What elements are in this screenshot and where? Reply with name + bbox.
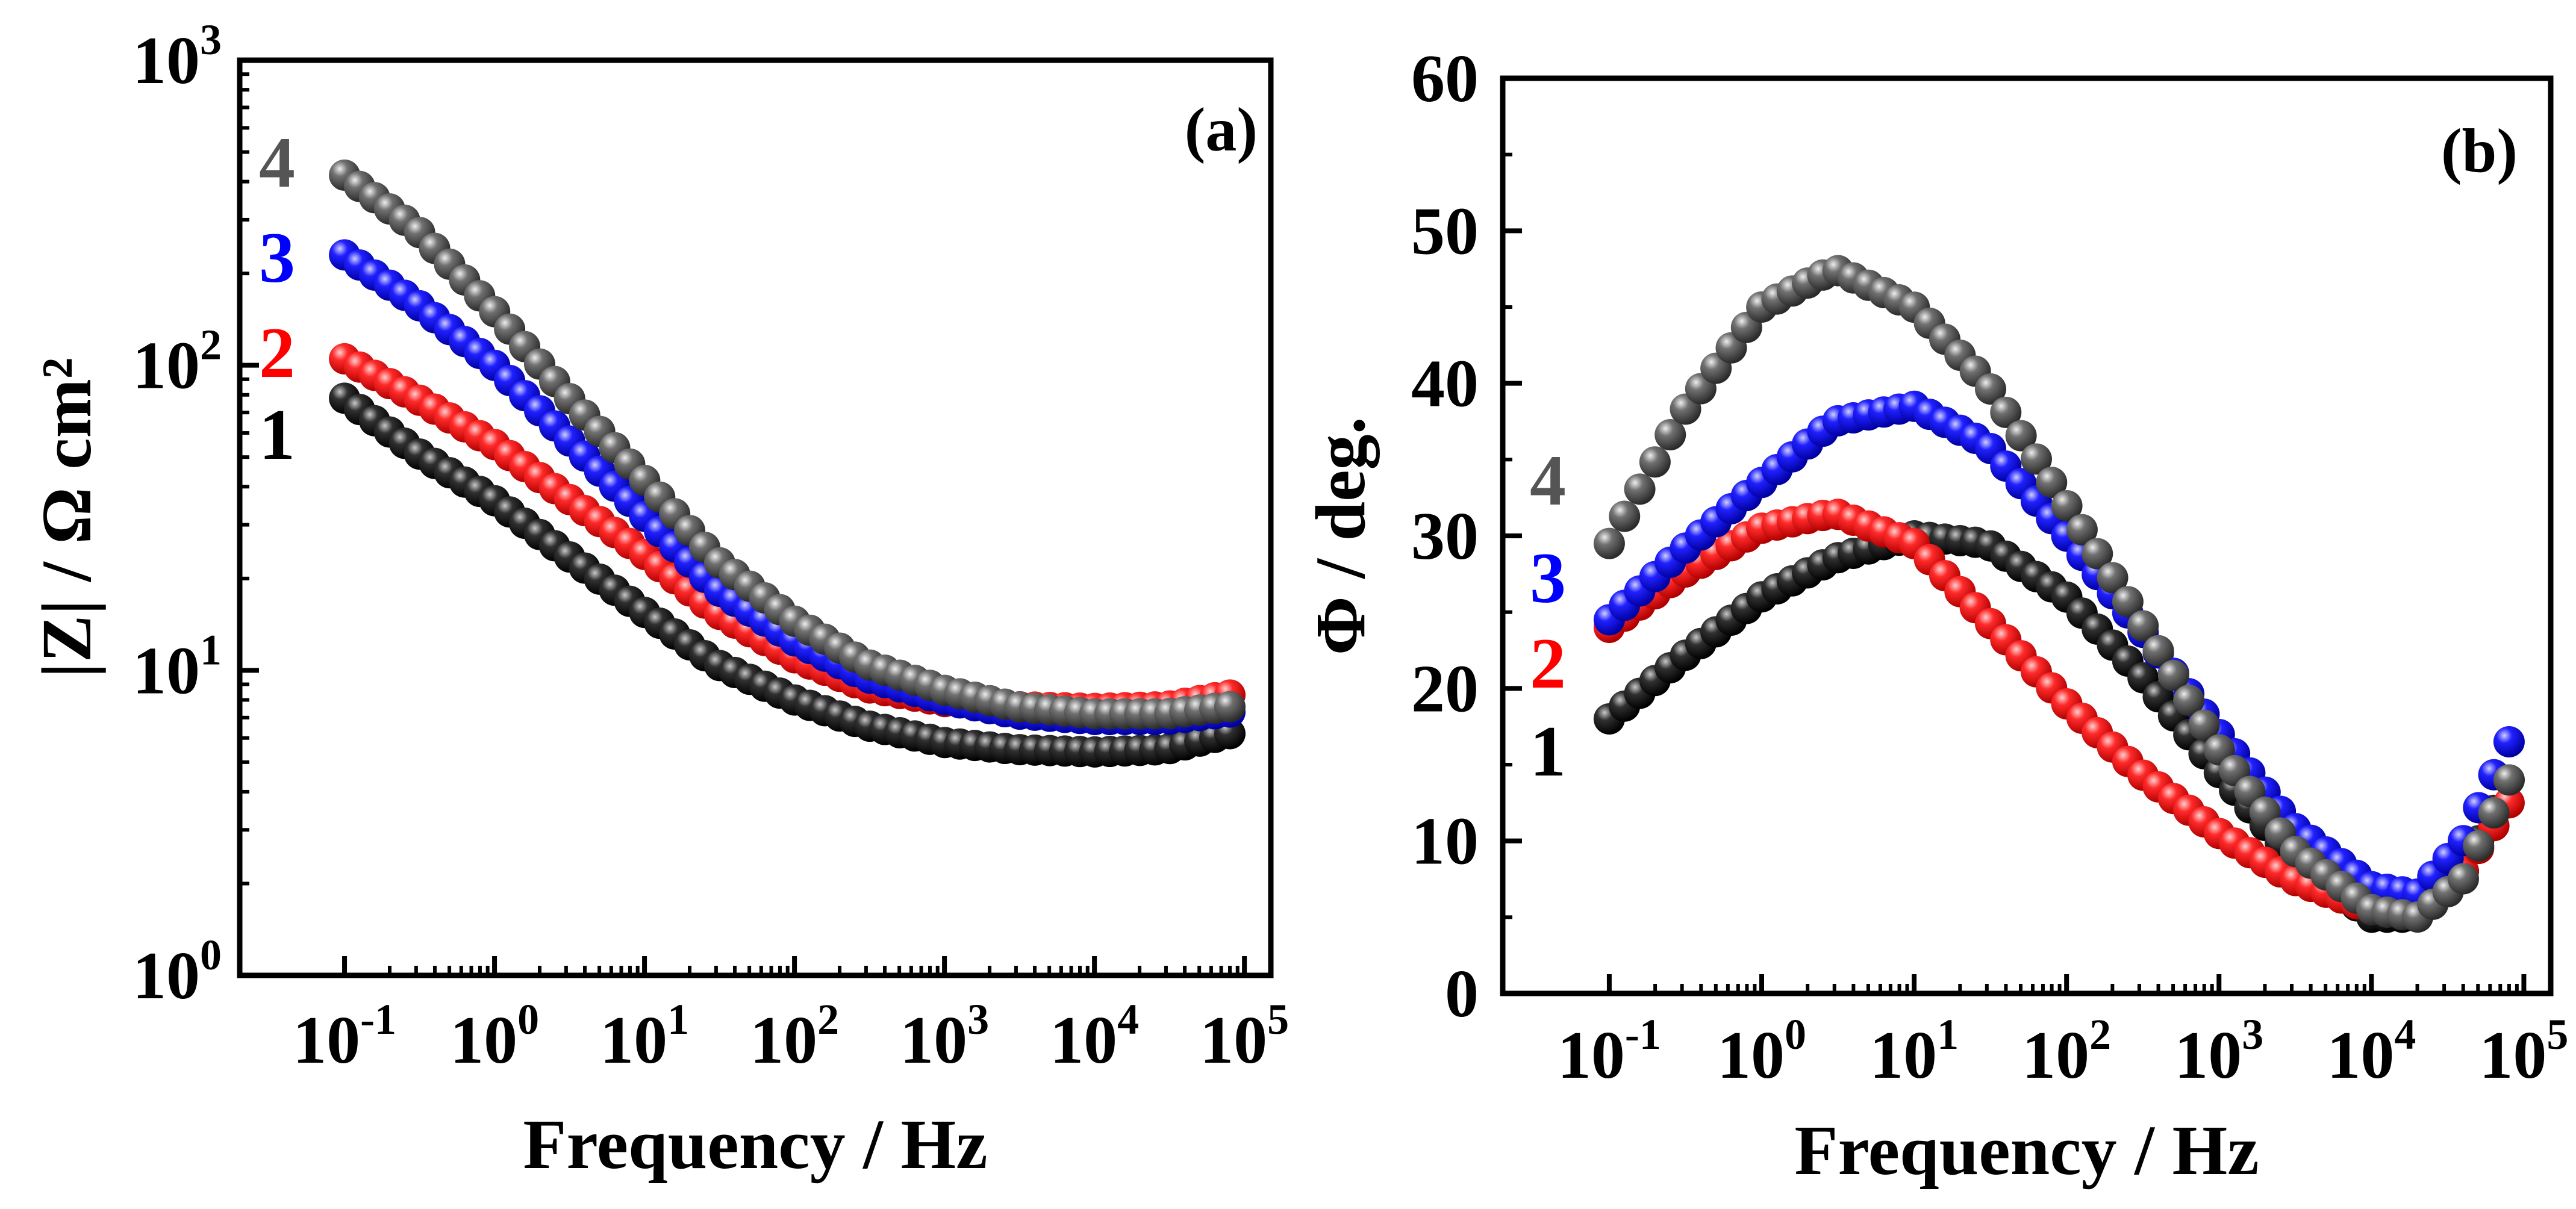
- panel-b-series-4-point: [2447, 863, 2479, 895]
- panel-b-label: (b): [2441, 116, 2518, 185]
- panel-a-y-ticks: 100 101 102 103: [133, 16, 259, 1013]
- panel-b-y-tick-label-2: 20: [1411, 651, 1479, 726]
- panel-a-x-tick-label-6: 105: [1200, 995, 1289, 1078]
- panel-b-y-tick-label-1: 10: [1411, 804, 1479, 879]
- panel-b-series-4-point: [1974, 373, 2006, 405]
- panel-a-x-ticks: 10-1 100 101 102 103 104 105: [293, 956, 1289, 1078]
- panel-a-x-axis-title: Frequency / Hz: [523, 1105, 987, 1184]
- panel-a-y-tick-label-1: 101: [133, 626, 222, 708]
- panel-b-series-4-point: [2005, 420, 2037, 452]
- panel-b-series-3: [1593, 390, 2525, 910]
- panel-a-x-tick-label-5: 104: [1050, 995, 1139, 1078]
- panel-a-series-2: [329, 343, 1246, 724]
- panel-b-plot-frame: [1500, 75, 2554, 996]
- panel-a-series-4-point: [1214, 691, 1246, 723]
- panel-b-y-tick-label-5: 50: [1411, 194, 1479, 269]
- panel-b-series-4-point: [1593, 527, 1625, 559]
- panel-b-series-4-point: [2020, 443, 2052, 475]
- panel-b-series-4-point: [2463, 830, 2495, 862]
- panel-a-series-1: [329, 382, 1246, 768]
- panel-a-x-tick-label-0: 10-1: [293, 995, 396, 1078]
- panel-b-series-4-point: [2173, 685, 2205, 716]
- panel-b-series-4-point: [1654, 419, 1686, 451]
- panel-a-curve-label-2: 2: [259, 312, 295, 393]
- panel-b-y-ticks: 0 10 20 30 40 50 60: [1411, 42, 1522, 1031]
- panel-b-x-tick-label-1: 100: [1717, 1010, 1806, 1093]
- panel-b-series-2: [1593, 499, 2525, 925]
- panel-b-series-4-point: [1609, 500, 1641, 532]
- panel-b-curve-label-3: 3: [1530, 538, 1566, 618]
- panel-b-series-4-point: [2157, 659, 2189, 691]
- panel-b-series-4-point: [2188, 709, 2220, 741]
- panel-b-x-axis-title: Frequency / Hz: [1794, 1111, 2259, 1190]
- panel-b-data-points: [1593, 255, 2525, 933]
- panel-b-series-4-point: [2097, 562, 2128, 594]
- panel-b-x-tick-label-4: 103: [2174, 1010, 2263, 1093]
- panel-b-y-tick-label-3: 30: [1411, 499, 1479, 574]
- panel-b-x-tick-label-0: 10-1: [1558, 1010, 1661, 1093]
- panel-b-series-4-point: [2036, 467, 2068, 499]
- panel-a-curve-label-1: 1: [259, 394, 295, 474]
- panel-b-series-4: [1593, 255, 2525, 933]
- panel-a-x-tick-label-4: 103: [900, 995, 989, 1078]
- panel-b-y-axis-title: Φ / deg.: [1301, 417, 1380, 655]
- panel-a-x-tick-label-1: 100: [450, 995, 539, 1078]
- panel-a-label: (a): [1185, 95, 1258, 164]
- panel-b-curve-label-2: 2: [1530, 623, 1566, 703]
- panel-b-y-tick-label-6: 60: [1411, 42, 1479, 116]
- panel-a-y-tick-label-3: 103: [133, 16, 222, 98]
- panel-a-plot-frame: [237, 57, 1274, 978]
- panel-a-y-axis-title: |Z| / Ω cm²: [27, 358, 106, 679]
- panel-a-y-tick-label-2: 102: [133, 321, 222, 403]
- panel-b-series-4-point: [2493, 764, 2525, 796]
- panel-b-phase-angle: 10-1 100 101 102 103 104 105 0 10 20 30 40 50 60 (b)…: [1301, 42, 2568, 1190]
- panel-b-series-4-point: [2142, 635, 2174, 667]
- panel-b-series-4-point: [2112, 586, 2144, 618]
- panel-a-curve-label-4: 4: [259, 122, 295, 202]
- panel-a-x-tick-label-2: 101: [600, 995, 689, 1078]
- panel-b-y-tick-label-0: 0: [1445, 957, 1479, 1031]
- panel-b-series-4-point: [2127, 610, 2159, 642]
- panel-b-x-tick-label-6: 105: [2479, 1010, 2568, 1093]
- panel-a-x-tick-label-3: 102: [750, 995, 839, 1078]
- panel-b-series-4-point: [1639, 446, 1671, 478]
- panel-a-series-4: [329, 159, 1246, 730]
- panel-a-curve-label-3: 3: [259, 217, 295, 297]
- panel-b-y-tick-label-4: 40: [1411, 347, 1479, 421]
- panel-b-series-4-point: [1990, 396, 2022, 428]
- panel-b-series-3-point: [2493, 726, 2525, 757]
- panel-b-series-4-point: [2478, 797, 2510, 829]
- panel-b-x-tick-label-5: 104: [2327, 1010, 2416, 1093]
- panel-b-x-tick-label-2: 101: [1870, 1010, 1959, 1093]
- panel-b-series-1: [1593, 520, 2525, 933]
- panel-b-series-4-point: [2082, 538, 2113, 570]
- panel-a-data-points: [329, 159, 1246, 768]
- panel-b-curve-label-1: 1: [1530, 711, 1566, 791]
- panel-b-series-4-point: [2066, 514, 2098, 545]
- panel-b-x-tick-label-3: 102: [2022, 1010, 2111, 1093]
- panel-b-x-ticks: 10-1 100 101 102 103 104 105: [1558, 974, 2568, 1093]
- panel-b-series-4-point: [1624, 473, 1656, 505]
- panel-b-curve-label-4: 4: [1530, 440, 1566, 520]
- panel-b-series-4-point: [2051, 490, 2083, 521]
- panel-a-y-tick-label-0: 100: [133, 931, 222, 1013]
